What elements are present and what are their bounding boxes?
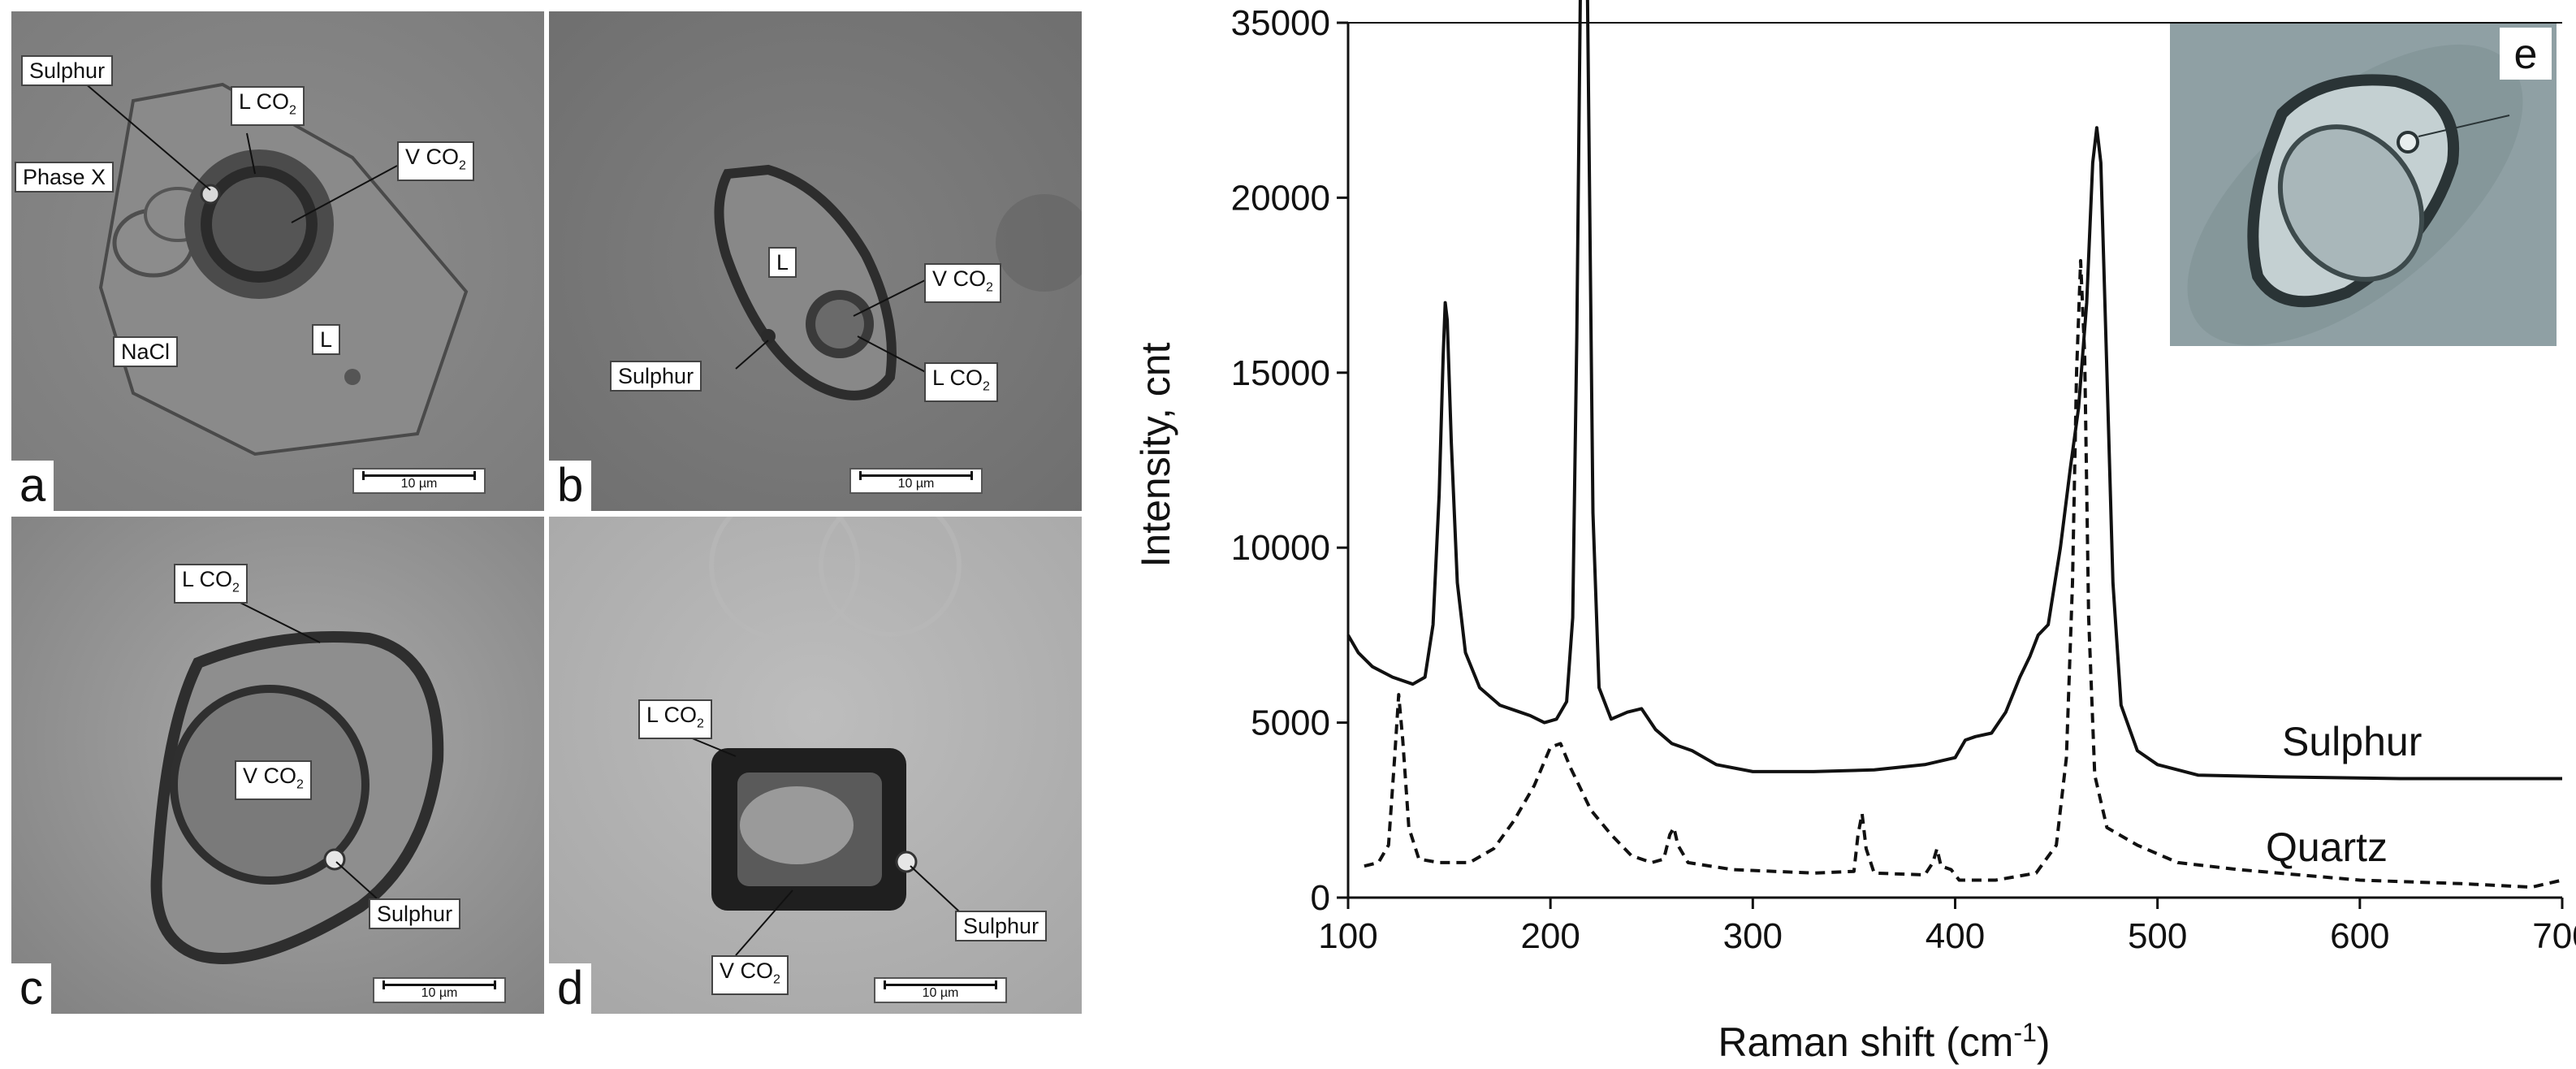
label-l-b: L: [768, 247, 797, 278]
label-v-co2-b: V CO2: [924, 263, 1001, 304]
y-tick-label: 20000: [1231, 178, 1330, 218]
x-axis-title: Raman shift (cm-1): [1718, 1018, 2050, 1065]
x-tick-label: 500: [2128, 916, 2187, 956]
micrograph-panel-c: L CO2 V CO2 Sulphur c 10 µm: [11, 517, 544, 1014]
x-tick-label: 200: [1520, 916, 1580, 956]
micrograph-panel-b: L V CO2 L CO2 Sulphur b 10 µm: [549, 11, 1082, 511]
y-tick-label: 10000: [1231, 528, 1330, 568]
x-tick-label: 300: [1723, 916, 1783, 956]
series-line-quartz: [1364, 258, 2563, 889]
micrograph-image-b: [549, 11, 1082, 511]
inset-micrograph-e: e: [2170, 23, 2557, 346]
label-l-co2-b: L CO2: [924, 362, 998, 403]
label-l-co2-d: L CO2: [638, 699, 712, 740]
label-v-co2-d: V CO2: [711, 955, 789, 996]
panel-letter-b: b: [549, 461, 592, 511]
label-nacl-a: NaCl: [113, 336, 179, 367]
micrograph-panel-d: L CO2 V CO2 Sulphur d 10 µm: [549, 517, 1082, 1014]
y-axis-title: Intensity, cnt: [1133, 342, 1178, 567]
inset-letter-box: [2500, 28, 2552, 80]
micrograph-panel-a: Sulphur L CO2 V CO2 Phase X NaCl L a 10 …: [11, 11, 544, 511]
x-tick-label: 100: [1318, 916, 1377, 956]
panel-letter-c: c: [11, 963, 51, 1014]
x-tick-label: 600: [2330, 916, 2389, 956]
panel-letter-d: d: [549, 963, 592, 1014]
series-line-sulphur: [1346, 0, 2562, 781]
label-sulphur-d: Sulphur: [955, 911, 1048, 941]
scale-bar-b: 10 µm: [849, 468, 983, 494]
label-v-co2-a: V CO2: [397, 141, 474, 182]
label-l-a: L: [312, 324, 341, 355]
series-label-quartz: Quartz: [2266, 824, 2388, 870]
chart-axes: 100 200 300 400 500 600 700 0 5000 10000 15000 2000…: [1231, 3, 2576, 956]
y-tick-label: 35000: [1231, 3, 1330, 43]
x-tick-label: 400: [1926, 916, 1985, 956]
label-l-co2-a: L CO2: [231, 86, 305, 127]
raman-spectrum-chart: e 100 200 300 400 500 600 700 0 5000 10000 15000 20…: [1133, 0, 2576, 1065]
label-sulphur-b: Sulphur: [610, 361, 702, 392]
x-tick-label: 700: [2532, 916, 2576, 956]
label-l-co2-c: L CO2: [174, 564, 248, 604]
scale-bar-c: 10 µm: [373, 977, 506, 1003]
label-sulphur-a: Sulphur: [21, 55, 114, 86]
micrograph-image-d: [549, 517, 1082, 1014]
y-tick-label: 0: [1311, 878, 1330, 918]
y-tick-label: 5000: [1251, 703, 1330, 743]
label-v-co2-c: V CO2: [235, 760, 312, 801]
label-phase-x-a: Phase X: [15, 162, 115, 193]
scale-bar-d: 10 µm: [874, 977, 1007, 1003]
inset-letter-e: e: [2514, 31, 2538, 78]
panel-letter-a: a: [11, 461, 54, 511]
series-label-sulphur: Sulphur: [2282, 719, 2422, 764]
scale-bar-a: 10 µm: [352, 468, 486, 494]
label-sulphur-c: Sulphur: [369, 898, 461, 929]
y-tick-label: 15000: [1231, 353, 1330, 393]
